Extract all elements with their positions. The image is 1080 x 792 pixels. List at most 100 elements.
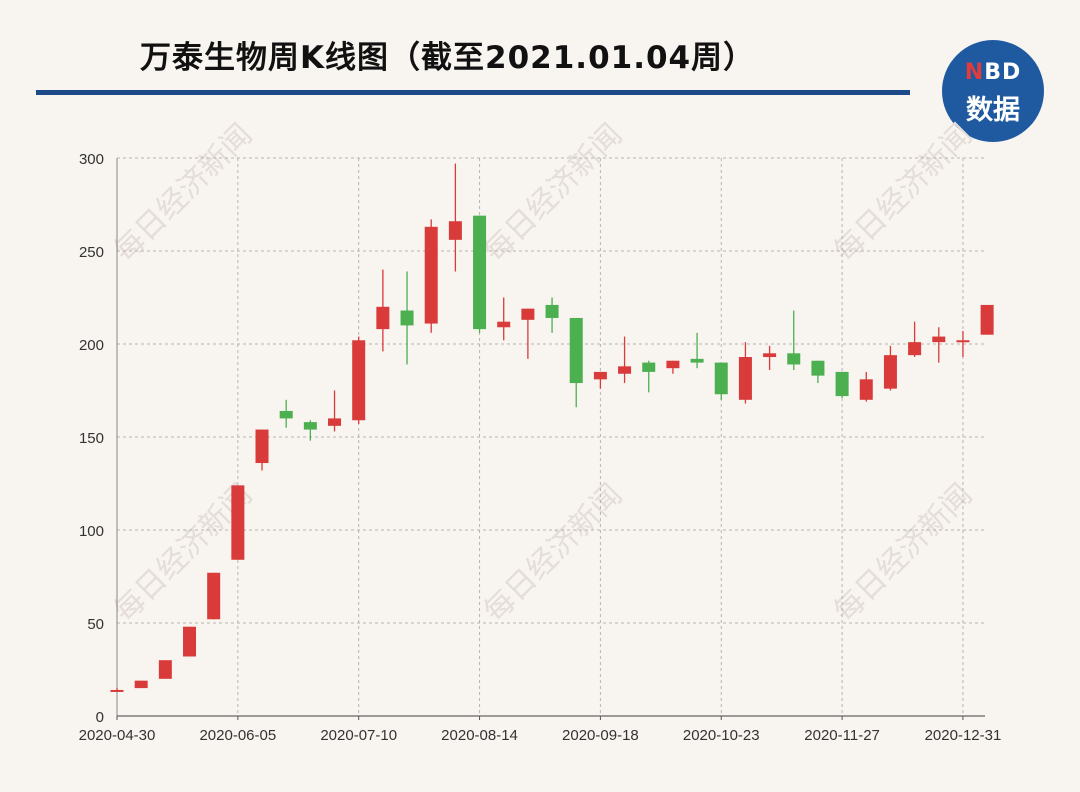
candle xyxy=(908,321,922,358)
watermark-text: 每日经济新闻 xyxy=(827,477,979,629)
candle-body xyxy=(352,340,366,421)
y-tick-labels: 0 50 100 150 200 250 300 xyxy=(79,151,104,726)
candle-body xyxy=(545,304,559,318)
candle-body xyxy=(448,221,462,240)
candle xyxy=(183,626,197,657)
candle-body xyxy=(521,308,535,320)
candle xyxy=(980,304,994,335)
x-tick-label: 2020-04-30 xyxy=(79,727,156,744)
x-tick-label: 2020-06-05 xyxy=(199,727,276,744)
candle-body xyxy=(883,355,897,389)
candle-body xyxy=(207,572,221,620)
candle xyxy=(400,271,414,365)
candle xyxy=(738,342,752,404)
x-tick-label: 2020-09-18 xyxy=(562,727,639,744)
candle xyxy=(328,390,342,432)
candle-body xyxy=(497,321,511,328)
candle xyxy=(545,297,559,333)
y-tick-label: 300 xyxy=(79,151,104,168)
candle xyxy=(158,660,172,679)
candle-body xyxy=(279,410,293,419)
candle xyxy=(134,680,148,689)
candle-body xyxy=(328,418,342,426)
candle-body xyxy=(980,304,994,335)
candle xyxy=(352,336,366,424)
candle-body xyxy=(811,360,825,376)
candle xyxy=(787,310,801,371)
page-title: 万泰生物周K线图（截至2021.01.04周） xyxy=(140,40,756,76)
candle xyxy=(859,371,873,402)
x-tick-label: 2020-11-27 xyxy=(804,727,880,744)
candle xyxy=(932,327,946,363)
candle-body xyxy=(618,366,632,374)
candle xyxy=(642,360,656,393)
candle-body xyxy=(642,362,656,372)
candle-body xyxy=(690,358,704,363)
candle-body xyxy=(376,306,390,330)
title-underline xyxy=(36,90,910,95)
candle xyxy=(521,308,535,359)
watermark-text: 每日经济新闻 xyxy=(827,117,979,269)
logo-brand-rest: BD xyxy=(984,60,1022,85)
candle xyxy=(303,420,317,441)
chart-axes xyxy=(116,158,985,717)
x-tick-labels: 2020-04-30 2020-06-05 2020-07-10 2020-08-14… xyxy=(79,727,1002,744)
candle-body xyxy=(787,353,801,365)
candle-body xyxy=(835,371,849,397)
candle-body xyxy=(593,371,607,380)
candle-body xyxy=(908,342,922,356)
y-tick-label: 0 xyxy=(96,709,104,726)
y-tick-label: 150 xyxy=(79,430,104,447)
nbd-logo: NBD 数据 xyxy=(942,40,1044,142)
candle-body xyxy=(400,310,414,326)
candle-body xyxy=(859,379,873,400)
y-tick-label: 100 xyxy=(79,523,104,540)
logo-brand: NBD xyxy=(942,60,1044,85)
candle xyxy=(207,572,221,620)
candles xyxy=(110,163,994,692)
candle xyxy=(763,345,777,371)
candle-body xyxy=(666,360,680,369)
candle-body xyxy=(763,353,777,358)
candle-body xyxy=(255,429,269,464)
candle xyxy=(255,429,269,471)
y-tick-label: 50 xyxy=(87,616,104,633)
candle-body xyxy=(158,660,172,679)
candle xyxy=(473,215,487,333)
candle-body xyxy=(303,422,317,430)
candle xyxy=(835,371,849,398)
x-tick-label: 2020-12-31 xyxy=(925,727,1002,744)
candle xyxy=(666,360,680,374)
x-tick-label: 2020-08-14 xyxy=(441,727,518,744)
candle xyxy=(714,362,728,400)
candle-body xyxy=(110,689,124,692)
watermark-text: 每日经济新闻 xyxy=(107,117,259,269)
candle xyxy=(497,297,511,341)
candle xyxy=(231,485,245,560)
candle xyxy=(424,219,438,333)
watermark-text: 每日经济新闻 xyxy=(477,117,629,269)
candle-body xyxy=(932,336,946,343)
candle xyxy=(279,399,293,428)
logo-brand-accent: N xyxy=(964,60,985,85)
candle-body xyxy=(738,357,752,400)
candle xyxy=(569,317,583,408)
watermark-text: 每日经济新闻 xyxy=(477,477,629,629)
candle xyxy=(593,371,607,389)
x-tick-label: 2020-10-23 xyxy=(683,727,760,744)
candle-body xyxy=(134,680,148,689)
candle xyxy=(110,688,124,692)
candle-body xyxy=(424,226,438,324)
logo-subtitle: 数据 xyxy=(966,95,1020,126)
candle xyxy=(618,336,632,384)
candle xyxy=(448,163,462,272)
candle-body xyxy=(231,485,245,560)
candle-body xyxy=(473,215,487,330)
x-tick-label: 2020-07-10 xyxy=(320,727,397,744)
candle xyxy=(811,360,825,384)
candle xyxy=(376,269,390,352)
candle-body xyxy=(956,340,970,343)
candle-body xyxy=(714,362,728,395)
candle xyxy=(883,345,897,391)
